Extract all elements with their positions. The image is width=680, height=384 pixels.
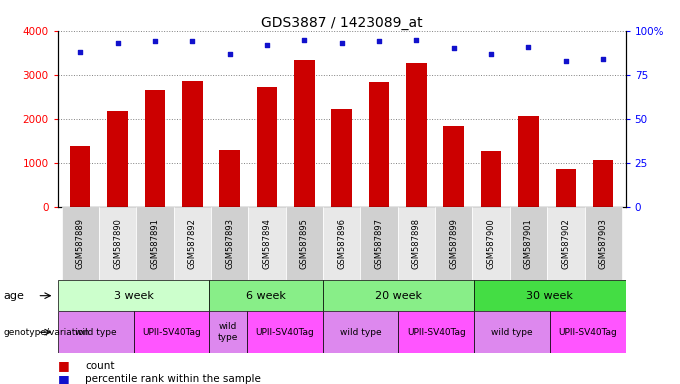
Text: GSM587896: GSM587896 (337, 218, 346, 269)
Point (299, 36, 310, 43)
Bar (58, 280, 209, 311)
Bar (248, 207, 286, 280)
Bar (286, 207, 323, 280)
Bar (220, 149, 240, 207)
Text: 30 week: 30 week (526, 291, 573, 301)
Text: GSM587898: GSM587898 (412, 218, 421, 269)
Bar (211, 207, 248, 280)
Title: GDS3887 / 1423089_at: GDS3887 / 1423089_at (261, 16, 422, 30)
Bar (257, 87, 277, 207)
Bar (547, 207, 585, 280)
Point (523, 43, 534, 50)
Text: 3 week: 3 week (114, 291, 154, 301)
Text: ■: ■ (58, 373, 73, 384)
Bar (360, 207, 398, 280)
Bar (550, 311, 626, 353)
Bar (107, 111, 128, 207)
Text: UPII-SV40Tag: UPII-SV40Tag (142, 328, 201, 337)
Bar (593, 160, 613, 207)
Text: 6 week: 6 week (246, 291, 286, 301)
Bar (443, 126, 464, 207)
Bar (585, 207, 622, 280)
Bar (145, 90, 165, 207)
Text: wild
type: wild type (218, 323, 238, 342)
Point (486, 51, 496, 57)
Bar (398, 311, 474, 353)
Text: GSM587893: GSM587893 (225, 218, 234, 269)
Bar (247, 311, 323, 353)
Bar (294, 60, 315, 207)
Bar (556, 169, 576, 207)
Point (598, 56, 609, 62)
Point (560, 58, 571, 64)
Text: GSM587894: GSM587894 (262, 218, 271, 269)
Point (448, 45, 459, 51)
Point (150, 38, 160, 45)
Text: GSM587903: GSM587903 (598, 218, 608, 269)
Bar (61, 207, 99, 280)
Bar (99, 207, 136, 280)
Bar (406, 63, 426, 207)
Bar (474, 280, 626, 311)
Point (411, 36, 422, 43)
Bar (323, 280, 474, 311)
Text: UPII-SV40Tag: UPII-SV40Tag (256, 328, 314, 337)
Point (224, 51, 235, 57)
Bar (209, 280, 323, 311)
Point (373, 38, 384, 45)
Text: GSM587902: GSM587902 (561, 218, 571, 269)
Text: GSM587892: GSM587892 (188, 218, 197, 269)
Text: GSM587899: GSM587899 (449, 218, 458, 269)
Text: GSM587901: GSM587901 (524, 218, 533, 269)
Bar (323, 207, 360, 280)
Text: GSM587891: GSM587891 (150, 218, 159, 269)
Bar (70, 146, 90, 207)
Point (187, 38, 198, 45)
Bar (481, 151, 501, 207)
Text: wild type: wild type (75, 328, 116, 337)
Text: GSM587900: GSM587900 (487, 218, 496, 269)
Text: GSM587897: GSM587897 (375, 218, 384, 269)
Bar (173, 207, 211, 280)
Bar (331, 109, 352, 207)
Point (337, 40, 347, 46)
Bar (518, 116, 539, 207)
Text: ■: ■ (58, 359, 73, 372)
Text: wild type: wild type (340, 328, 381, 337)
Bar (510, 207, 547, 280)
Bar (474, 311, 550, 353)
Bar (136, 207, 173, 280)
Text: count: count (85, 361, 114, 371)
Text: genotype/variation: genotype/variation (3, 328, 90, 337)
Text: UPII-SV40Tag: UPII-SV40Tag (407, 328, 466, 337)
Bar (58, 311, 133, 353)
Text: age: age (3, 291, 24, 301)
Bar (182, 81, 203, 207)
Point (112, 40, 123, 46)
Bar (473, 207, 510, 280)
Point (75, 49, 86, 55)
Bar (209, 311, 247, 353)
Bar (133, 311, 209, 353)
Text: 20 week: 20 week (375, 291, 422, 301)
Text: GSM587889: GSM587889 (75, 218, 85, 269)
Text: UPII-SV40Tag: UPII-SV40Tag (558, 328, 617, 337)
Text: wild type: wild type (491, 328, 533, 337)
Bar (398, 207, 435, 280)
Text: percentile rank within the sample: percentile rank within the sample (85, 374, 261, 384)
Bar (435, 207, 473, 280)
Bar (369, 83, 390, 207)
Bar (323, 311, 398, 353)
Text: GSM587895: GSM587895 (300, 218, 309, 269)
Text: GSM587890: GSM587890 (113, 218, 122, 269)
Point (262, 42, 273, 48)
